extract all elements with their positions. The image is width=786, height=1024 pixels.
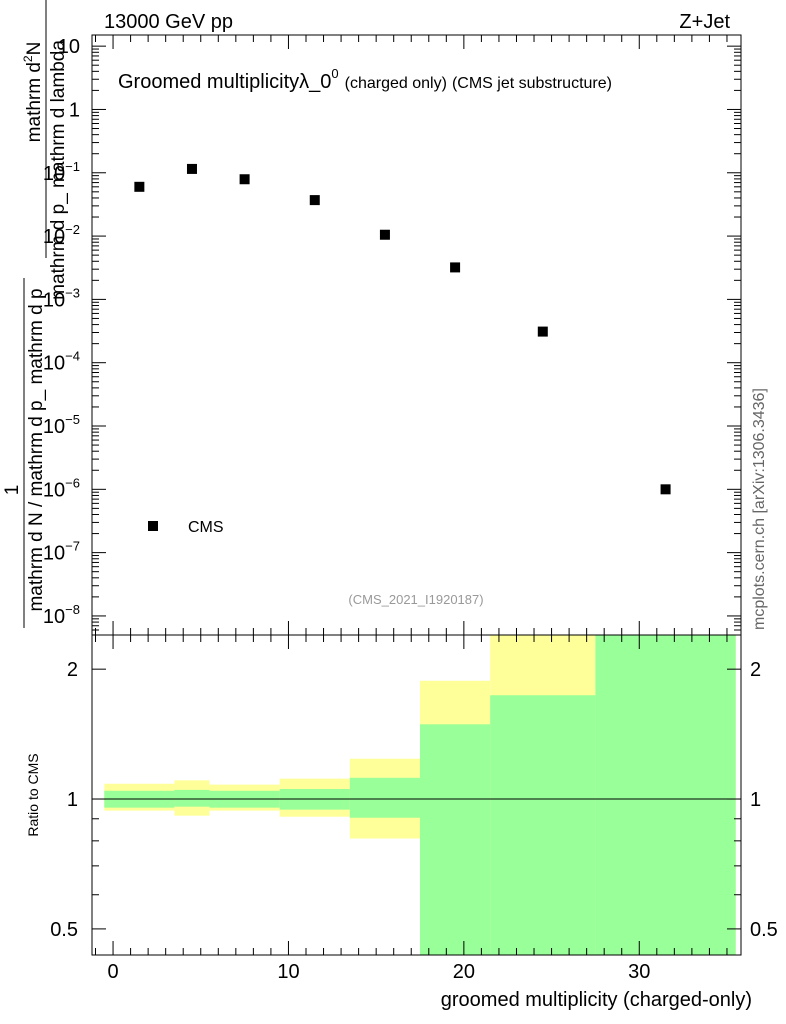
ratio-frame bbox=[91, 634, 742, 956]
ratio-band-bin bbox=[490, 695, 596, 955]
ratio-band-bin bbox=[420, 724, 491, 955]
data-point bbox=[134, 181, 145, 192]
ratio-y-tick-label: 2 bbox=[67, 659, 78, 681]
cms-series bbox=[134, 163, 671, 495]
x-tick-label: 30 bbox=[628, 961, 650, 983]
process-label: Z+Jet bbox=[679, 11, 730, 33]
main-y-tick-label: 10−2 bbox=[43, 222, 80, 248]
reference-label: (CMS_2021_I1920187) bbox=[348, 592, 483, 607]
y-label-numerator: mathrm d2N bbox=[21, 42, 45, 143]
ratio-band-bin bbox=[595, 635, 736, 955]
energy-label: 13000 GeV pp bbox=[104, 11, 233, 33]
data-point bbox=[450, 262, 461, 273]
main-y-axis-label: mathrm d2N mathrm d p_ mathrm d lambda 1… bbox=[2, 0, 69, 628]
main-y-tick-label: 10−1 bbox=[43, 159, 80, 185]
main-y-tick-label: 1 bbox=[69, 99, 80, 121]
ratio-band-bin bbox=[349, 777, 421, 818]
watermark: mcplots.cern.ch [arXiv:1306.3436] bbox=[751, 388, 768, 630]
data-point bbox=[309, 195, 320, 206]
main-y-tick-label: 10−8 bbox=[43, 602, 80, 628]
legend-marker bbox=[148, 521, 158, 531]
x-tick-label: 10 bbox=[277, 961, 299, 983]
ratio-axis-ticks bbox=[92, 635, 741, 955]
ratio-y-tick-label-right: 0.5 bbox=[750, 919, 778, 941]
main-panel: 10 1 10−1 10−2 10−3 10−4 10−5 10−6 10−7 10−8 Groo… bbox=[2, 0, 742, 636]
ratio-y-axis-label: Ratio to CMS bbox=[25, 753, 41, 836]
ratio-y-tick-label-right: 2 bbox=[750, 659, 761, 681]
x-tick-label: 0 bbox=[107, 961, 118, 983]
ratio-band-bin bbox=[174, 789, 210, 807]
y-label-prefactor-denominator: mathrm d N / mathrm d p_ mathrm d p bbox=[26, 288, 47, 611]
data-point bbox=[239, 174, 250, 185]
plot-title: Groomed multiplicityλ_00(charged only) (C… bbox=[118, 66, 612, 93]
ratio-tick-labels: 0.5 0.51 12 20 10 20 30 bbox=[50, 659, 778, 983]
main-y-tick-label: 10−6 bbox=[43, 475, 80, 501]
legend-label-cms: CMS bbox=[188, 519, 224, 536]
main-y-tick-label: 10−3 bbox=[43, 285, 80, 311]
main-axis-ticks bbox=[92, 35, 741, 636]
data-point bbox=[186, 163, 197, 174]
ratio-y-tick-label: 0.5 bbox=[50, 919, 78, 941]
main-frame bbox=[91, 34, 742, 636]
main-y-tick-labels: 10 1 10−1 10−2 10−3 10−4 10−5 10−6 10−7 10−8 bbox=[43, 36, 80, 628]
main-y-tick-label: 10−4 bbox=[43, 349, 80, 375]
ratio-y-tick-label: 1 bbox=[67, 789, 78, 811]
data-point bbox=[379, 229, 390, 240]
main-y-tick-label: 10−5 bbox=[43, 412, 80, 438]
main-y-tick-label: 10−7 bbox=[43, 539, 80, 565]
y-label-prefactor: 1 bbox=[2, 485, 23, 496]
ratio-y-tick-label-right: 1 bbox=[750, 789, 761, 811]
data-point bbox=[537, 326, 548, 337]
ratio-panel: 0.5 0.51 12 20 10 20 30 Ratio to CMS groomed m… bbox=[25, 634, 778, 1011]
x-tick-label: 20 bbox=[453, 961, 475, 983]
main-y-tick-label: 10 bbox=[58, 36, 80, 58]
data-point bbox=[660, 484, 671, 495]
x-axis-label: groomed multiplicity (charged-only) bbox=[441, 989, 752, 1011]
y-label-denominator: mathrm d p_ mathrm d lambda bbox=[48, 40, 69, 300]
